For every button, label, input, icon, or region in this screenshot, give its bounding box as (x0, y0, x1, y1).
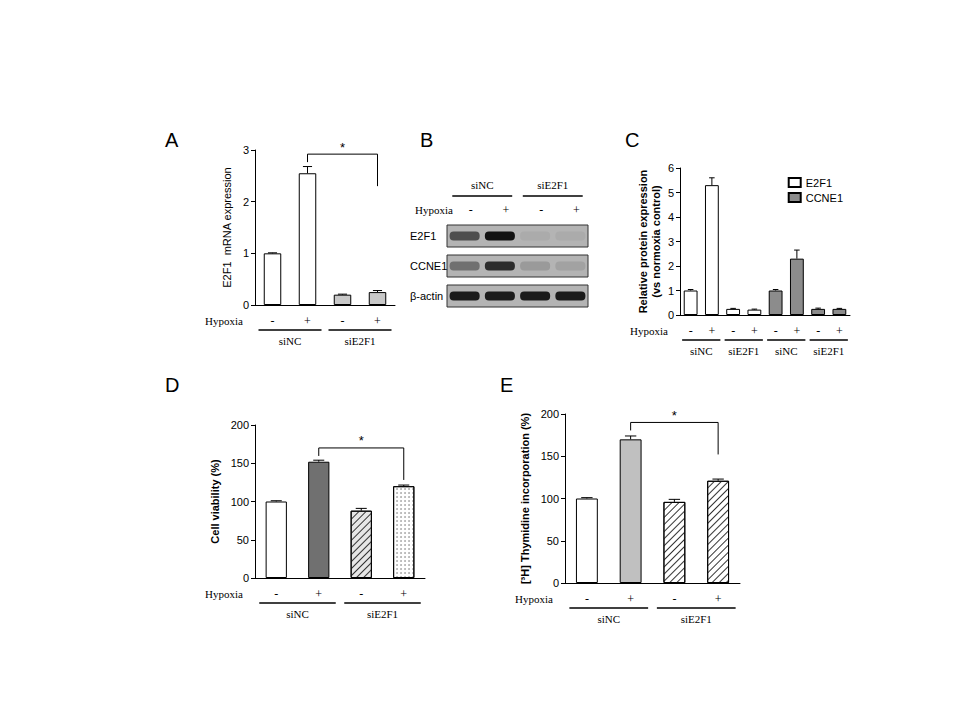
svg-text:0: 0 (668, 309, 674, 321)
svg-text:E2F1: E2F1 (806, 177, 832, 189)
svg-text:D: D (165, 374, 179, 396)
svg-text:(vs normoxia control): (vs normoxia control) (650, 185, 662, 298)
svg-text:-: - (672, 592, 676, 606)
svg-text:siNC: siNC (286, 608, 309, 620)
svg-text:C: C (625, 129, 639, 151)
svg-text:siE2F1: siE2F1 (537, 179, 568, 191)
svg-text:-: - (274, 587, 278, 601)
svg-text:-: - (774, 324, 778, 338)
svg-text:3: 3 (243, 144, 249, 156)
svg-text:*: * (340, 140, 345, 155)
svg-text:siE2F1: siE2F1 (367, 608, 398, 620)
svg-text:CCNE1: CCNE1 (410, 260, 447, 272)
svg-text:150: 150 (231, 457, 249, 469)
svg-text:5: 5 (668, 187, 674, 199)
svg-text:*: * (359, 433, 364, 448)
svg-text:E: E (500, 374, 513, 396)
svg-text:0: 0 (243, 299, 249, 311)
svg-text:siE2F1: siE2F1 (813, 345, 844, 357)
svg-text:+: + (715, 592, 722, 606)
svg-text:Relative protein expression: Relative protein expression (637, 169, 649, 313)
svg-text:siNC: siNC (597, 613, 620, 625)
svg-text:2: 2 (243, 196, 249, 208)
svg-text:siE2F1: siE2F1 (681, 613, 712, 625)
svg-text:0: 0 (243, 572, 249, 584)
svg-text:+: + (793, 324, 800, 338)
svg-text:50: 50 (547, 535, 559, 547)
svg-text:-: - (731, 324, 735, 338)
svg-text:-: - (585, 592, 589, 606)
svg-text:+: + (400, 587, 407, 601)
svg-text:B: B (420, 129, 433, 151)
svg-text:-: - (689, 324, 693, 338)
svg-text:*: * (672, 408, 677, 423)
svg-text:Hypoxia: Hypoxia (415, 204, 453, 216)
svg-text:A: A (165, 129, 179, 151)
svg-text:2: 2 (668, 260, 674, 272)
svg-text:Hypoxia: Hypoxia (205, 315, 243, 327)
svg-text:100: 100 (231, 496, 249, 508)
svg-text:CCNE1: CCNE1 (806, 192, 843, 204)
svg-text:+: + (836, 324, 843, 338)
svg-text:Hypoxia: Hypoxia (515, 593, 553, 605)
svg-text:Hypoxia: Hypoxia (630, 325, 668, 337)
svg-text:+: + (315, 587, 322, 601)
svg-text:Hypoxia: Hypoxia (205, 588, 243, 600)
svg-text:1: 1 (668, 285, 674, 297)
svg-text:+: + (573, 203, 580, 217)
svg-text:siE2F1: siE2F1 (728, 345, 759, 357)
svg-text:1: 1 (243, 247, 249, 259)
svg-text:3: 3 (668, 236, 674, 248)
svg-text:+: + (502, 203, 509, 217)
svg-text:siNC: siNC (775, 345, 798, 357)
svg-text:4: 4 (668, 211, 674, 223)
svg-text:0: 0 (553, 577, 559, 589)
svg-text:-: - (359, 587, 363, 601)
svg-text:[³H] Thymidine incorporation (: [³H] Thymidine incorporation (%) (519, 413, 531, 584)
svg-text:+: + (627, 592, 634, 606)
svg-text:-: - (539, 203, 543, 217)
svg-text:-: - (271, 314, 275, 328)
svg-text:-: - (816, 324, 820, 338)
svg-text:siNC: siNC (690, 345, 713, 357)
svg-text:+: + (751, 324, 758, 338)
svg-text:siNC: siNC (471, 179, 494, 191)
svg-text:200: 200 (541, 408, 559, 420)
svg-text:Cell viability (%): Cell viability (%) (209, 459, 221, 544)
svg-text:β-actin: β-actin (410, 290, 443, 302)
svg-text:E2F1: E2F1 (410, 230, 436, 242)
svg-text:6: 6 (668, 162, 674, 174)
svg-text:siE2F1: siE2F1 (344, 335, 375, 347)
svg-text:-: - (469, 203, 473, 217)
svg-text:+: + (708, 324, 715, 338)
svg-text:150: 150 (541, 450, 559, 462)
svg-text:200: 200 (231, 419, 249, 431)
svg-text:100: 100 (541, 493, 559, 505)
svg-text:E2F1 mRNA expression: E2F1 mRNA expression (221, 167, 233, 287)
svg-text:siNC: siNC (279, 335, 302, 347)
svg-text:50: 50 (237, 534, 249, 546)
svg-text:+: + (374, 314, 381, 328)
svg-text:-: - (341, 314, 345, 328)
svg-text:+: + (304, 314, 311, 328)
